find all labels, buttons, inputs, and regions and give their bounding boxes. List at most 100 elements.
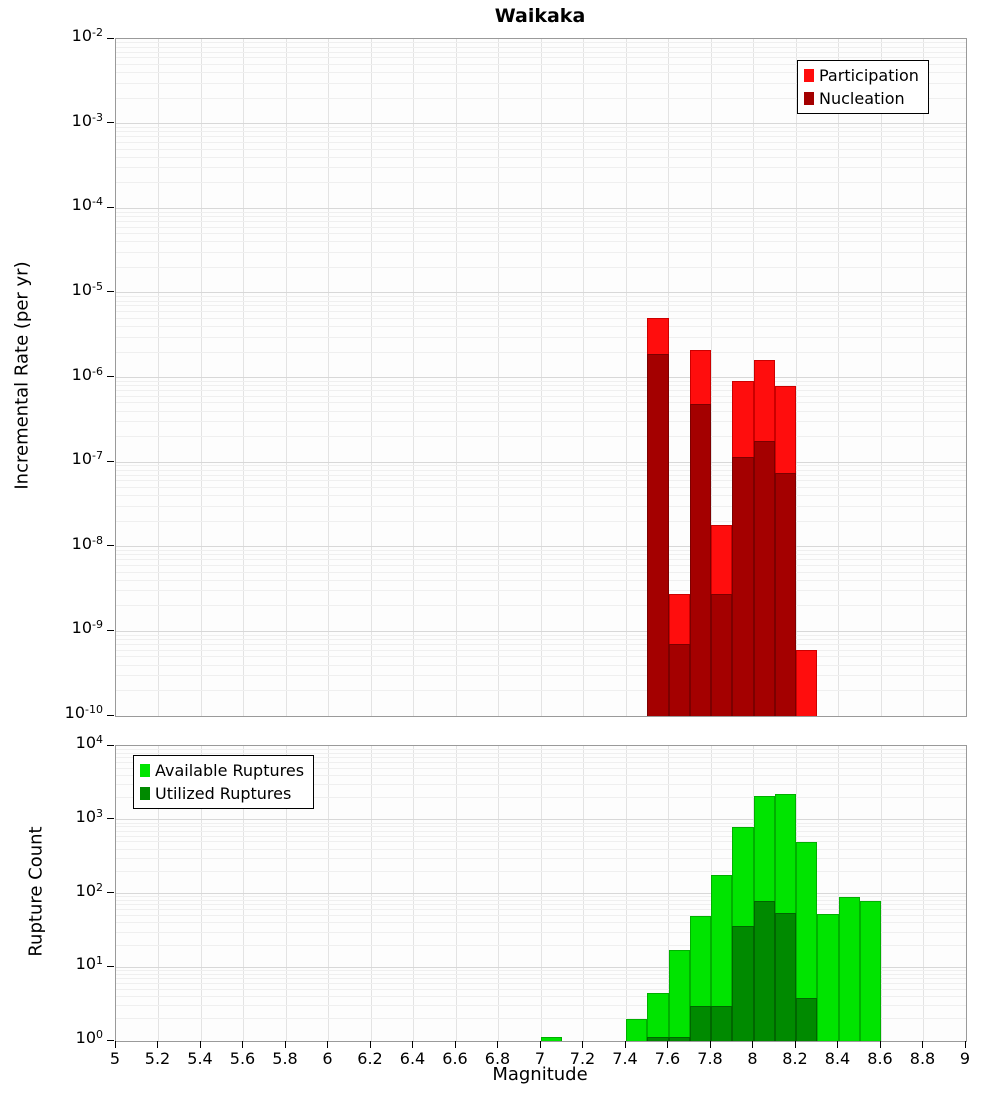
x-tick-label: 5 xyxy=(109,1049,121,1068)
gridline-horizontal-minor xyxy=(116,559,966,561)
legend-label: Utilized Ruptures xyxy=(155,784,292,803)
y-tick-mark xyxy=(107,965,114,967)
gridline-horizontal-major xyxy=(116,461,966,463)
gridline-horizontal-minor xyxy=(116,848,966,850)
y-tick-label: 10-7 xyxy=(71,449,103,469)
top-plot-area xyxy=(115,38,967,717)
gridline-horizontal-minor xyxy=(116,579,966,581)
x-tick-label: 7.6 xyxy=(654,1049,681,1068)
gridline-horizontal-minor xyxy=(116,351,966,353)
x-tick-mark xyxy=(879,1041,881,1048)
gridline-horizontal-minor xyxy=(116,909,966,911)
y-tick-mark xyxy=(107,206,114,208)
nucleation-swatch xyxy=(804,92,814,105)
available-ruptures-bar xyxy=(859,901,881,1041)
gridline-horizontal-minor xyxy=(116,690,966,692)
gridline-horizontal-minor xyxy=(116,841,966,843)
y-tick-label: 10-5 xyxy=(71,279,103,299)
x-tick-label: 6.2 xyxy=(357,1049,383,1068)
legend-item: Participation xyxy=(804,64,919,87)
gridline-horizontal-minor xyxy=(116,900,966,902)
gridline-horizontal-major xyxy=(116,377,966,378)
gridline-horizontal-minor xyxy=(116,156,966,158)
x-tick-label: 6 xyxy=(322,1049,333,1068)
gridline-horizontal-minor xyxy=(116,649,966,651)
x-tick-mark xyxy=(582,1041,583,1048)
available-ruptures-bar xyxy=(668,950,690,1041)
x-tick-mark xyxy=(794,1041,796,1048)
gridline-horizontal-minor xyxy=(116,266,966,268)
y-tick-mark xyxy=(107,460,114,462)
gridline-horizontal-minor xyxy=(116,380,966,382)
x-tick-label: 7.2 xyxy=(569,1049,596,1068)
utilized-ruptures-bar xyxy=(647,1036,669,1041)
gridline-horizontal-minor xyxy=(116,480,966,482)
gridline-horizontal-major xyxy=(116,630,966,632)
gridline-horizontal-minor xyxy=(116,390,966,392)
gridline-horizontal-minor xyxy=(116,639,966,641)
gridline-horizontal-minor xyxy=(116,565,966,567)
gridline-horizontal-major xyxy=(116,966,966,968)
gridline-horizontal-minor xyxy=(116,752,966,754)
y-tick-label: 10-6 xyxy=(71,364,103,384)
y-tick-label: 101 xyxy=(75,954,103,974)
utilized-ruptures-bar xyxy=(796,998,818,1041)
utilized-ruptures-swatch xyxy=(140,787,150,800)
gridline-horizontal-minor xyxy=(116,970,966,972)
participation-swatch xyxy=(804,69,814,82)
y-tick-label: 104 xyxy=(75,733,103,752)
x-tick-label: 7 xyxy=(534,1049,546,1068)
gridline-horizontal-minor xyxy=(116,896,966,898)
gridline-horizontal-minor xyxy=(116,148,966,150)
x-tick-mark xyxy=(369,1041,371,1048)
gridline-horizontal-minor xyxy=(116,756,966,758)
gridline-horizontal-minor xyxy=(116,826,966,828)
nucleation-bar xyxy=(774,472,796,716)
gridline-horizontal-minor xyxy=(116,251,966,253)
y-tick-mark xyxy=(107,376,114,377)
gridline-horizontal-minor xyxy=(116,233,966,235)
gridline-horizontal-minor xyxy=(116,141,966,143)
participation-bar xyxy=(796,650,818,716)
gridline-horizontal-minor xyxy=(116,983,966,985)
x-tick-mark xyxy=(157,1041,158,1048)
x-tick-mark xyxy=(284,1041,286,1048)
nucleation-bar xyxy=(647,353,669,716)
y-tick-mark xyxy=(107,37,114,39)
x-tick-label: 5.4 xyxy=(187,1049,213,1068)
x-tick-label: 6.6 xyxy=(442,1049,468,1068)
x-tick-label: 8.6 xyxy=(867,1049,893,1068)
gridline-horizontal-minor xyxy=(116,590,966,592)
nucleation-bar xyxy=(753,440,775,716)
gridline-horizontal-minor xyxy=(116,296,966,298)
gridline-horizontal-minor xyxy=(116,402,966,404)
gridline-horizontal-minor xyxy=(116,51,966,53)
gridline-horizontal-minor xyxy=(116,944,966,946)
gridline-horizontal-minor xyxy=(116,421,966,423)
utilized-ruptures-bar xyxy=(774,912,796,1041)
available-ruptures-bar xyxy=(647,992,669,1041)
gridline-horizontal-major xyxy=(116,123,966,125)
x-tick-label: 7.4 xyxy=(612,1049,638,1068)
y-tick-label: 10-10 xyxy=(64,703,103,722)
legend-item: Available Ruptures xyxy=(140,759,304,782)
gridline-horizontal-minor xyxy=(116,336,966,338)
legend-item: Utilized Ruptures xyxy=(140,782,304,805)
x-tick-label: 6.8 xyxy=(484,1049,511,1068)
gridline-horizontal-minor xyxy=(116,182,966,184)
gridline-horizontal-minor xyxy=(116,767,966,769)
utilized-ruptures-bar xyxy=(732,926,754,1041)
y-tick-label: 10-9 xyxy=(71,618,103,638)
gridline-horizontal-minor xyxy=(116,664,966,666)
y-tick-label: 10-3 xyxy=(71,110,103,130)
available-ruptures-bar xyxy=(817,914,839,1041)
gridline-horizontal-minor xyxy=(116,978,966,980)
gridline-horizontal-minor xyxy=(116,1018,966,1020)
x-tick-mark xyxy=(412,1041,413,1048)
gridline-horizontal-minor xyxy=(116,571,966,573)
y-tick-label: 10-4 xyxy=(71,195,103,215)
gridline-horizontal-minor xyxy=(116,643,966,645)
legend: Participation Nucleation xyxy=(797,60,929,114)
available-ruptures-bar xyxy=(838,896,860,1041)
gridline-horizontal-minor xyxy=(116,126,966,128)
